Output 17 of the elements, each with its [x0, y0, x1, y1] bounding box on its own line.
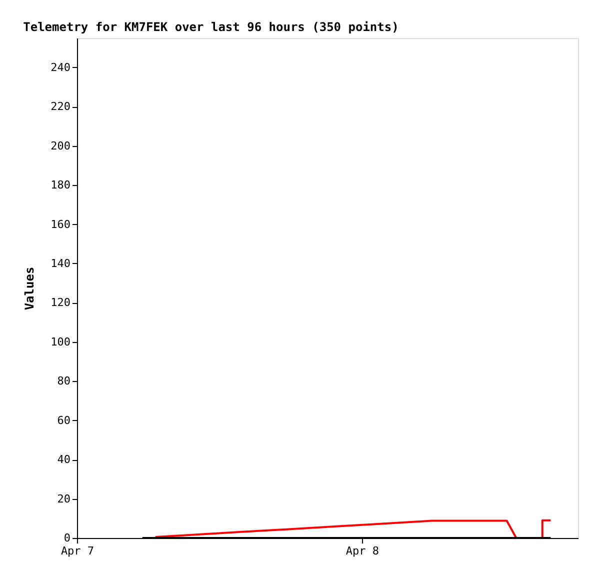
y-tick-label: 240: [50, 60, 70, 74]
y-tick-label: 200: [50, 139, 70, 152]
chart-title: Telemetry for KM7FEK over last 96 hours (350 points): [23, 20, 399, 34]
y-tick-label: 20: [57, 492, 70, 506]
y-tick-label: 0: [64, 532, 70, 544]
y-tick-label: 60: [57, 414, 70, 427]
y-tick-label: 160: [50, 218, 70, 231]
y-axis-title: Values: [22, 266, 37, 310]
y-tick-label: 120: [50, 296, 70, 310]
x-tick-label: Apr 7: [60, 544, 94, 558]
y-tick-label: 80: [57, 374, 70, 388]
y-tick-label: 220: [50, 100, 70, 114]
y-tick-label: 140: [50, 256, 70, 270]
y-tick-label: 100: [50, 335, 70, 348]
y-tick-label: 180: [50, 178, 70, 192]
x-tick-label: Apr 8: [346, 544, 379, 558]
y-tick-label: 40: [57, 453, 70, 466]
